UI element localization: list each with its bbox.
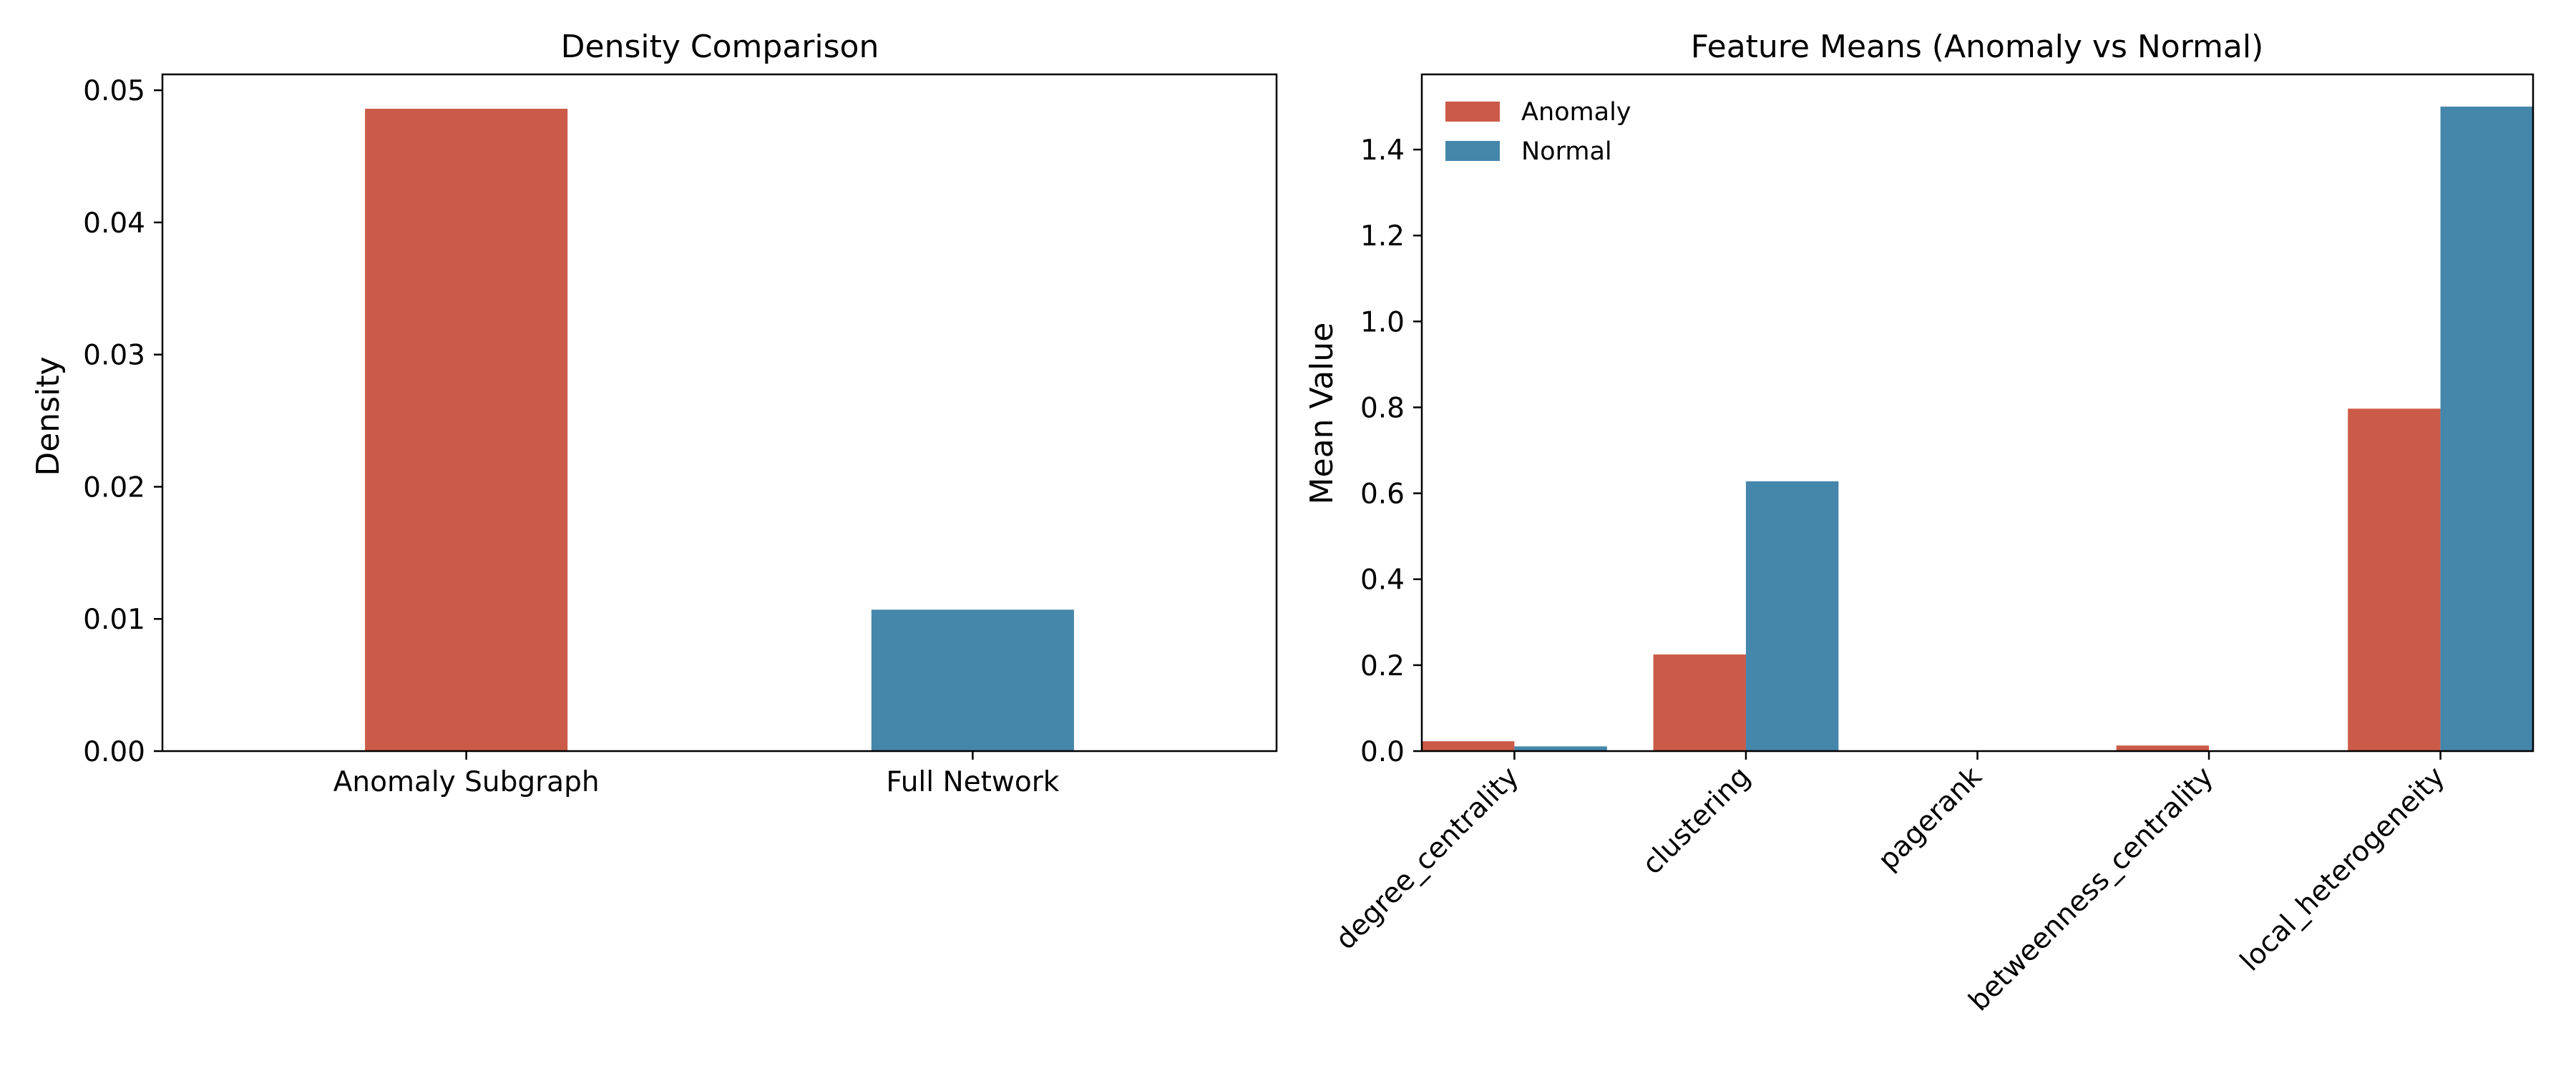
legend-label-normal: Normal xyxy=(1521,137,1612,166)
y-tick-label: 0.01 xyxy=(83,604,145,636)
bars xyxy=(1422,107,2533,752)
density-comparison-chart: Density Comparison Density 0.000.010.020… xyxy=(30,29,1278,798)
bar-normal-clustering xyxy=(1745,481,1839,751)
y-tick-label: 1.0 xyxy=(1360,306,1405,338)
legend-swatch-anomaly xyxy=(1445,102,1500,122)
y-tick-label: 1.2 xyxy=(1360,220,1405,253)
bar-full-network xyxy=(871,609,1074,751)
bar-anomaly-local-heterogeneity xyxy=(2348,408,2441,751)
y-axis-ticks: 0.00 0.01 0.02 0.03 0.04 0.05 xyxy=(83,75,162,768)
x-axis-ticks: Anomaly Subgraph Full Network xyxy=(333,751,1060,798)
y-tick-label: 0.03 xyxy=(83,340,145,372)
y-tick-label: 0.8 xyxy=(1360,392,1405,424)
chart-title: Feature Means (Anomaly vs Normal) xyxy=(1691,29,2264,65)
y-tick-label: 0.4 xyxy=(1360,564,1405,597)
bars xyxy=(365,109,1074,751)
bar-normal-degree-centrality xyxy=(1514,746,1607,751)
y-axis-label: Density xyxy=(30,356,67,476)
y-axis-ticks: 0.0 0.2 0.4 0.6 0.8 1.0 1.2 1.4 xyxy=(1360,134,1422,768)
y-tick-label: 0.6 xyxy=(1360,479,1405,511)
legend-swatch-normal xyxy=(1445,141,1500,161)
x-tick-label: Anomaly Subgraph xyxy=(333,766,600,798)
legend-label-anomaly: Anomaly xyxy=(1521,98,1631,127)
bar-anomaly-subgraph xyxy=(365,109,568,751)
plot-frame xyxy=(1420,73,2534,753)
x-tick-label: Full Network xyxy=(886,766,1059,798)
y-tick-label: 0.00 xyxy=(83,736,145,768)
y-tick-label: 0.0 xyxy=(1360,736,1405,768)
y-axis-label: Mean Value xyxy=(1304,323,1340,505)
y-tick-label: 0.02 xyxy=(83,471,145,504)
chart-title: Density Comparison xyxy=(561,29,879,65)
y-tick-label: 0.05 xyxy=(83,75,145,107)
legend: Anomaly Normal xyxy=(1445,98,1631,166)
bar-anomaly-degree-centrality xyxy=(1422,741,1515,751)
y-tick-label: 0.2 xyxy=(1360,650,1405,682)
plot-frame xyxy=(161,73,1278,753)
y-tick-label: 0.04 xyxy=(83,207,145,240)
y-tick-label: 1.4 xyxy=(1360,134,1405,167)
bar-normal-local-heterogeneity xyxy=(2440,107,2533,752)
bar-anomaly-betweenness-centrality xyxy=(2116,745,2210,751)
bar-anomaly-clustering xyxy=(1653,654,1746,751)
